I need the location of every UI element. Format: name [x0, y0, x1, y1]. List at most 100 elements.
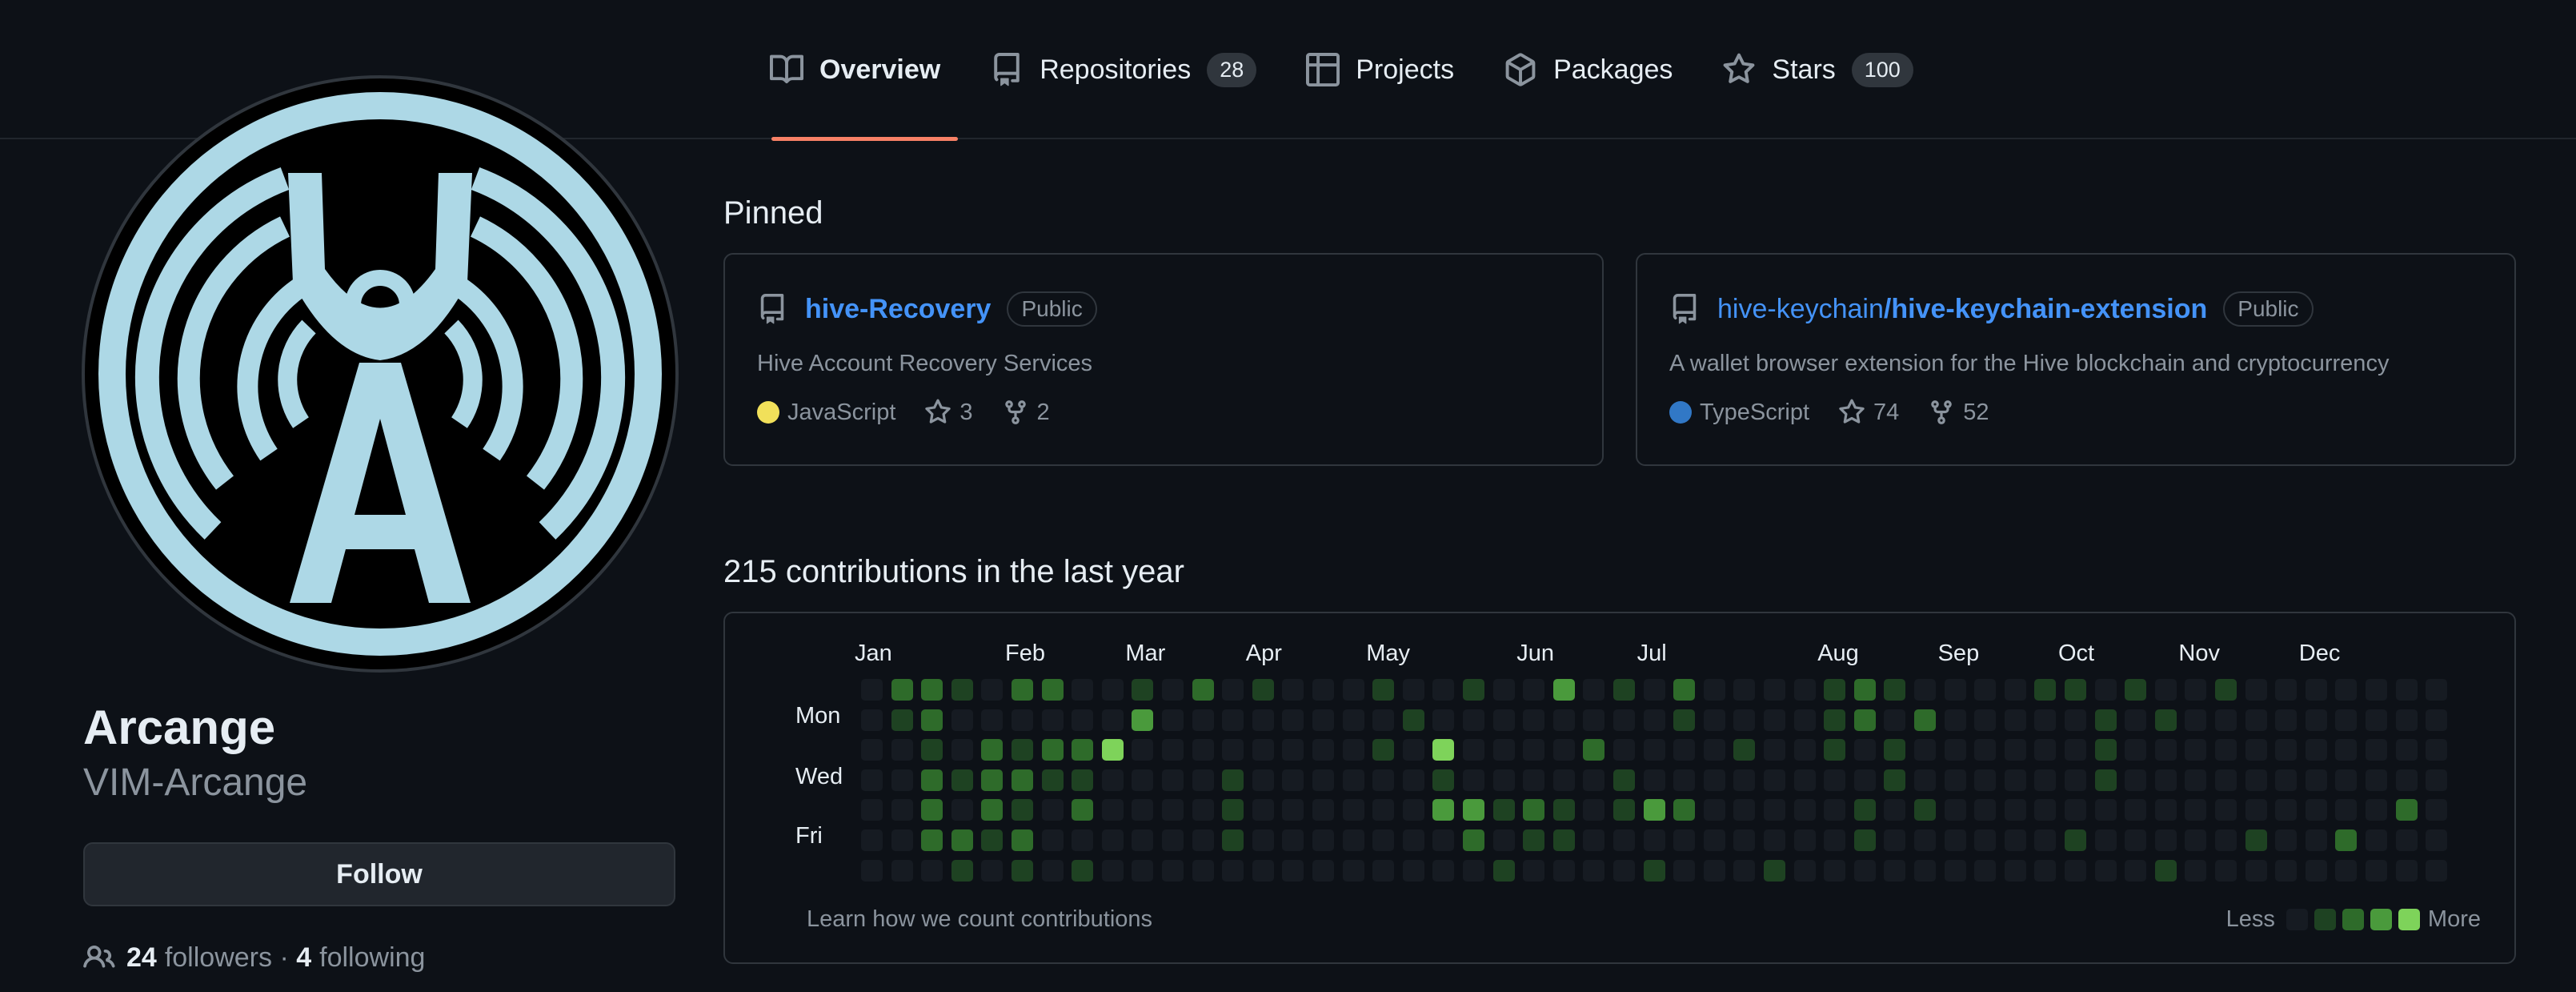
contribution-day[interactable] [1613, 829, 1635, 851]
contribution-day[interactable] [951, 859, 973, 882]
learn-contributions-link[interactable]: Learn how we count contributions [807, 906, 1153, 932]
contribution-day[interactable] [1974, 679, 1997, 701]
contribution-day[interactable] [1162, 709, 1184, 731]
contribution-day[interactable] [1492, 799, 1515, 821]
contribution-day[interactable] [981, 739, 1004, 761]
contribution-day[interactable] [1944, 679, 1966, 701]
contribution-day[interactable] [2426, 859, 2448, 882]
contribution-day[interactable] [891, 739, 913, 761]
contribution-day[interactable] [2335, 799, 2358, 821]
contribution-day[interactable] [1041, 859, 1064, 882]
contribution-day[interactable] [2366, 739, 2387, 761]
contribution-day[interactable] [1884, 679, 1906, 701]
contribution-day[interactable] [2215, 829, 2237, 851]
contribution-day[interactable] [2426, 769, 2448, 791]
contribution-day[interactable] [1162, 769, 1184, 791]
contribution-day[interactable] [1643, 829, 1665, 851]
contribution-day[interactable] [1583, 709, 1605, 731]
contribution-day[interactable] [951, 799, 973, 821]
contribution-day[interactable] [1222, 679, 1244, 701]
repo-forks-link[interactable]: 52 [1928, 399, 1989, 426]
contribution-day[interactable] [1884, 709, 1906, 731]
contribution-day[interactable] [1492, 769, 1515, 791]
contribution-day[interactable] [861, 859, 883, 882]
contribution-day[interactable] [2154, 709, 2177, 731]
contribution-day[interactable] [2426, 829, 2448, 851]
contribution-day[interactable] [2154, 829, 2177, 851]
contribution-day[interactable] [1703, 829, 1725, 851]
contribution-day[interactable] [1342, 799, 1364, 821]
contribution-day[interactable] [1974, 739, 1997, 761]
contribution-day[interactable] [951, 679, 973, 701]
contribution-day[interactable] [1824, 769, 1846, 791]
contribution-day[interactable] [1463, 739, 1484, 761]
contribution-day[interactable] [1072, 799, 1094, 821]
contribution-day[interactable] [2094, 829, 2117, 851]
contribution-day[interactable] [2426, 799, 2448, 821]
contribution-day[interactable] [2305, 739, 2327, 761]
contribution-day[interactable] [1222, 799, 1244, 821]
contribution-day[interactable] [2305, 859, 2327, 882]
contribution-day[interactable] [1944, 769, 1966, 791]
contribution-day[interactable] [1402, 769, 1424, 791]
contribution-day[interactable] [2215, 859, 2237, 882]
contribution-day[interactable] [1764, 739, 1785, 761]
contribution-day[interactable] [2154, 769, 2177, 791]
contribution-day[interactable] [2125, 739, 2147, 761]
contribution-day[interactable] [981, 709, 1004, 731]
contribution-day[interactable] [2245, 829, 2267, 851]
contribution-day[interactable] [1162, 739, 1184, 761]
contribution-day[interactable] [951, 769, 973, 791]
contribution-day[interactable] [1733, 859, 1756, 882]
contribution-day[interactable] [1583, 739, 1605, 761]
contribution-day[interactable] [1492, 829, 1515, 851]
contribution-day[interactable] [1914, 829, 1936, 851]
contribution-day[interactable] [2275, 709, 2298, 731]
contribution-day[interactable] [2395, 859, 2418, 882]
contribution-day[interactable] [1282, 829, 1304, 851]
contribution-day[interactable] [2335, 859, 2358, 882]
contribution-day[interactable] [1101, 829, 1124, 851]
contribution-day[interactable] [1342, 859, 1364, 882]
contribution-day[interactable] [1583, 679, 1605, 701]
contribution-day[interactable] [1523, 769, 1545, 791]
contribution-day[interactable] [1282, 799, 1304, 821]
contribution-day[interactable] [1072, 679, 1094, 701]
contribution-day[interactable] [2275, 829, 2298, 851]
contribution-day[interactable] [2215, 679, 2237, 701]
contribution-day[interactable] [861, 739, 883, 761]
contribution-day[interactable] [2154, 859, 2177, 882]
contribution-day[interactable] [1974, 709, 1997, 731]
contribution-day[interactable] [2335, 739, 2358, 761]
contribution-day[interactable] [2275, 799, 2298, 821]
contribution-day[interactable] [1703, 769, 1725, 791]
contribution-day[interactable] [1132, 859, 1154, 882]
contribution-day[interactable] [2366, 799, 2387, 821]
contribution-day[interactable] [2154, 739, 2177, 761]
contribution-day[interactable] [1974, 829, 1997, 851]
contribution-day[interactable] [1733, 829, 1756, 851]
contribution-day[interactable] [1643, 739, 1665, 761]
contribution-day[interactable] [1914, 739, 1936, 761]
contribution-day[interactable] [1372, 799, 1395, 821]
contribution-day[interactable] [2034, 709, 2057, 731]
contribution-day[interactable] [1312, 709, 1334, 731]
contribution-day[interactable] [891, 679, 913, 701]
contribution-day[interactable] [2426, 739, 2448, 761]
contribution-day[interactable] [1372, 859, 1395, 882]
contribution-day[interactable] [981, 799, 1004, 821]
contribution-day[interactable] [1824, 739, 1846, 761]
contribution-day[interactable] [2004, 769, 2026, 791]
tab-packages[interactable]: Packages [1486, 0, 1690, 139]
contribution-day[interactable] [1613, 799, 1635, 821]
contribution-day[interactable] [1252, 829, 1274, 851]
contribution-day[interactable] [2004, 739, 2026, 761]
contribution-day[interactable] [1072, 829, 1094, 851]
contribution-day[interactable] [861, 799, 883, 821]
contribution-day[interactable] [1463, 859, 1484, 882]
contribution-day[interactable] [1793, 829, 1816, 851]
contribution-day[interactable] [1041, 769, 1064, 791]
contribution-day[interactable] [1162, 829, 1184, 851]
contribution-day[interactable] [1793, 679, 1816, 701]
contribution-day[interactable] [1162, 679, 1184, 701]
